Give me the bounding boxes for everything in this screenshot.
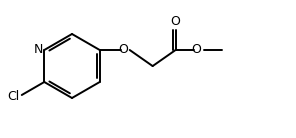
Text: O: O: [118, 43, 128, 56]
Text: O: O: [192, 43, 202, 56]
Text: N: N: [34, 43, 43, 56]
Text: O: O: [171, 15, 181, 28]
Text: Cl: Cl: [7, 90, 20, 103]
